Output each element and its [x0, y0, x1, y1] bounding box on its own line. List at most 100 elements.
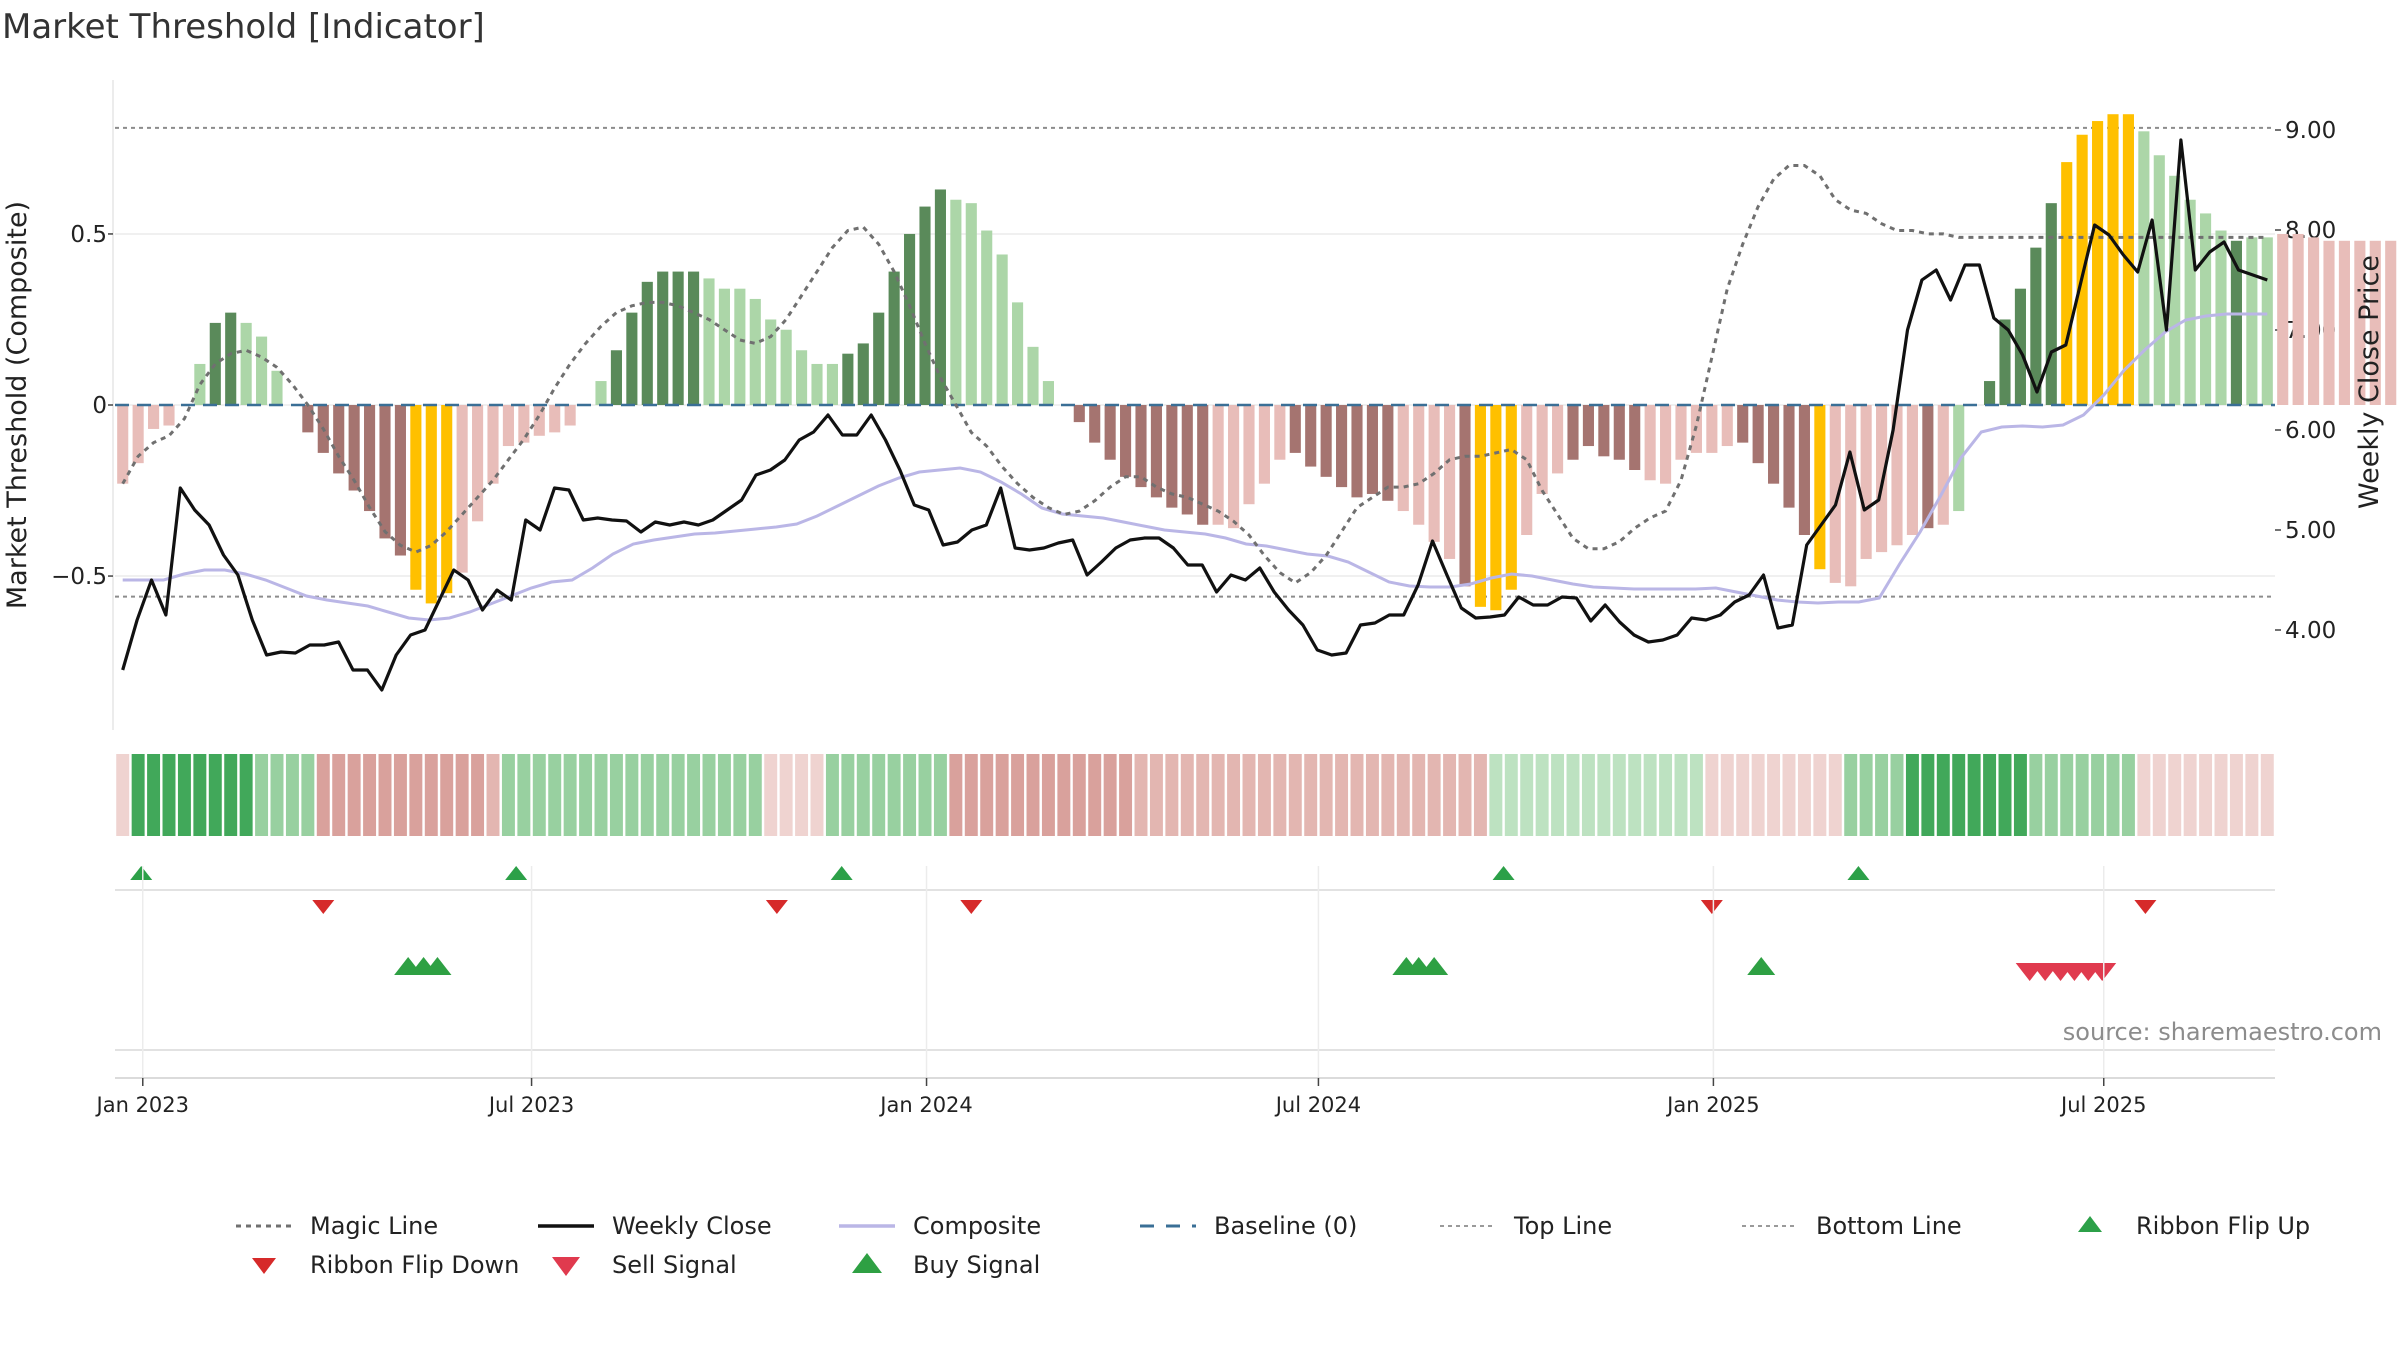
ribbon-cell	[563, 754, 577, 836]
legend-label: Composite	[913, 1212, 1041, 1240]
composite-bar	[1289, 405, 1301, 453]
ribbon-cell	[702, 754, 716, 836]
ribbon-cell	[1736, 754, 1750, 836]
composite-bar	[1906, 405, 1918, 535]
ribbon-cell	[671, 754, 685, 836]
composite-bar	[518, 405, 530, 443]
composite-bar	[209, 322, 221, 405]
legend-label: Buy Signal	[913, 1251, 1040, 1279]
ribbon-cell	[1581, 754, 1595, 836]
composite-bar	[2076, 134, 2088, 405]
ribbon-cell	[1782, 754, 1796, 836]
composite-bar	[456, 405, 468, 573]
composite-bar	[394, 405, 406, 556]
composite-bar	[950, 199, 962, 405]
ribbon-cell	[301, 754, 315, 836]
composite-bar	[1366, 405, 1378, 494]
ribbon-cell	[609, 754, 623, 836]
y-tick-label: 0	[92, 393, 107, 419]
y2-tick-label: 5.00	[2285, 518, 2336, 544]
composite-bar	[2215, 230, 2227, 405]
ribbon-cell	[1628, 754, 1642, 836]
legend-label: Sell Signal	[612, 1251, 737, 1279]
composite-bar	[1258, 405, 1270, 484]
composite-bar	[1768, 405, 1780, 484]
chart-title: Market Threshold [Indicator]	[2, 7, 485, 47]
composite-bar	[117, 405, 129, 484]
ribbon-cell	[1335, 754, 1349, 836]
composite-bar	[610, 350, 622, 405]
composite-bar	[1320, 405, 1332, 477]
ribbon-cell	[2029, 754, 2043, 836]
composite-bar	[364, 405, 376, 512]
composite-bar	[996, 254, 1008, 405]
ribbon-cell	[378, 754, 392, 836]
composite-bar	[1783, 405, 1795, 508]
composite-bar	[487, 405, 499, 484]
composite-bar	[873, 312, 885, 405]
composite-bar	[965, 203, 977, 405]
ribbon-cell	[2106, 754, 2120, 836]
ribbon-cell	[285, 754, 299, 836]
composite-bar	[1582, 405, 1594, 447]
ribbon-cell	[1705, 754, 1719, 836]
composite-bar	[981, 230, 993, 405]
ribbon-flip-down-marker	[1700, 900, 1723, 914]
ribbon-cell	[239, 754, 253, 836]
ribbon-cell	[1041, 754, 1055, 836]
legend-label: Ribbon Flip Up	[2136, 1212, 2310, 1240]
composite-bar	[1922, 405, 1934, 529]
composite-bar	[1228, 405, 1240, 529]
ribbon-flip-up-marker	[1492, 866, 1515, 880]
ribbon-cell	[1119, 754, 1133, 836]
ribbon-cell	[2183, 754, 2197, 836]
ribbon-cell	[2137, 754, 2151, 836]
composite-bar	[749, 298, 761, 405]
composite-bar	[1505, 405, 1517, 590]
composite-bar	[1027, 346, 1039, 405]
y2-axis-title: Weekly Close Price	[2354, 255, 2385, 509]
ribbon-cell	[1227, 754, 1241, 836]
ribbon-flip-down-marker	[765, 900, 788, 914]
ribbon-cell	[1242, 754, 1256, 836]
composite-bar	[533, 405, 545, 436]
composite-bar	[904, 233, 916, 405]
composite-bar	[410, 405, 422, 590]
composite-bar	[240, 322, 252, 405]
ribbon-cell	[1504, 754, 1518, 836]
legend-label: Weekly Close	[612, 1212, 772, 1240]
legend-item: Baseline (0)	[1140, 1212, 1357, 1240]
ribbon-cell	[1088, 754, 1102, 836]
ribbon-cell	[1319, 754, 1333, 836]
buy-signal-marker	[1420, 957, 1449, 975]
ribbon-cell	[116, 754, 130, 836]
composite-bar	[934, 189, 946, 405]
ribbon-cell	[393, 754, 407, 836]
ribbon-cell	[887, 754, 901, 836]
composite-bar	[348, 405, 360, 491]
composite-bar	[549, 405, 561, 433]
composite-bar	[2292, 233, 2304, 405]
legend-label: Ribbon Flip Down	[310, 1251, 519, 1279]
ribbon-cell	[316, 754, 330, 836]
composite-bar	[857, 343, 869, 405]
legend-item: Buy Signal	[852, 1251, 1040, 1279]
composite-bar	[2184, 199, 2196, 405]
composite-bar	[1413, 405, 1425, 525]
ribbon-cell	[1566, 754, 1580, 836]
composite-bar	[672, 271, 684, 405]
composite-bar	[688, 271, 700, 405]
y2-tick-label: 4.00	[2285, 618, 2336, 644]
x-axis: Jan 2023 Jul 2023 Jan 2024 Jul 2024 Jan 2025…	[95, 866, 2275, 1117]
ribbon-cell	[1458, 754, 1472, 836]
x-tick-label: Jul 2025	[2059, 1093, 2146, 1117]
composite-bar	[1629, 405, 1641, 470]
composite-bar	[1536, 405, 1548, 494]
sell-signal-marker	[2088, 963, 2117, 981]
ribbon-flip-up-marker	[830, 866, 853, 880]
ribbon-cell	[363, 754, 377, 836]
composite-bar	[1181, 405, 1193, 515]
y2-tick-label: 9.00	[2285, 118, 2336, 144]
main-panel: 0.50−0.59.008.007.006.005.004.00	[51, 80, 2397, 730]
ribbon-cell	[1365, 754, 1379, 836]
